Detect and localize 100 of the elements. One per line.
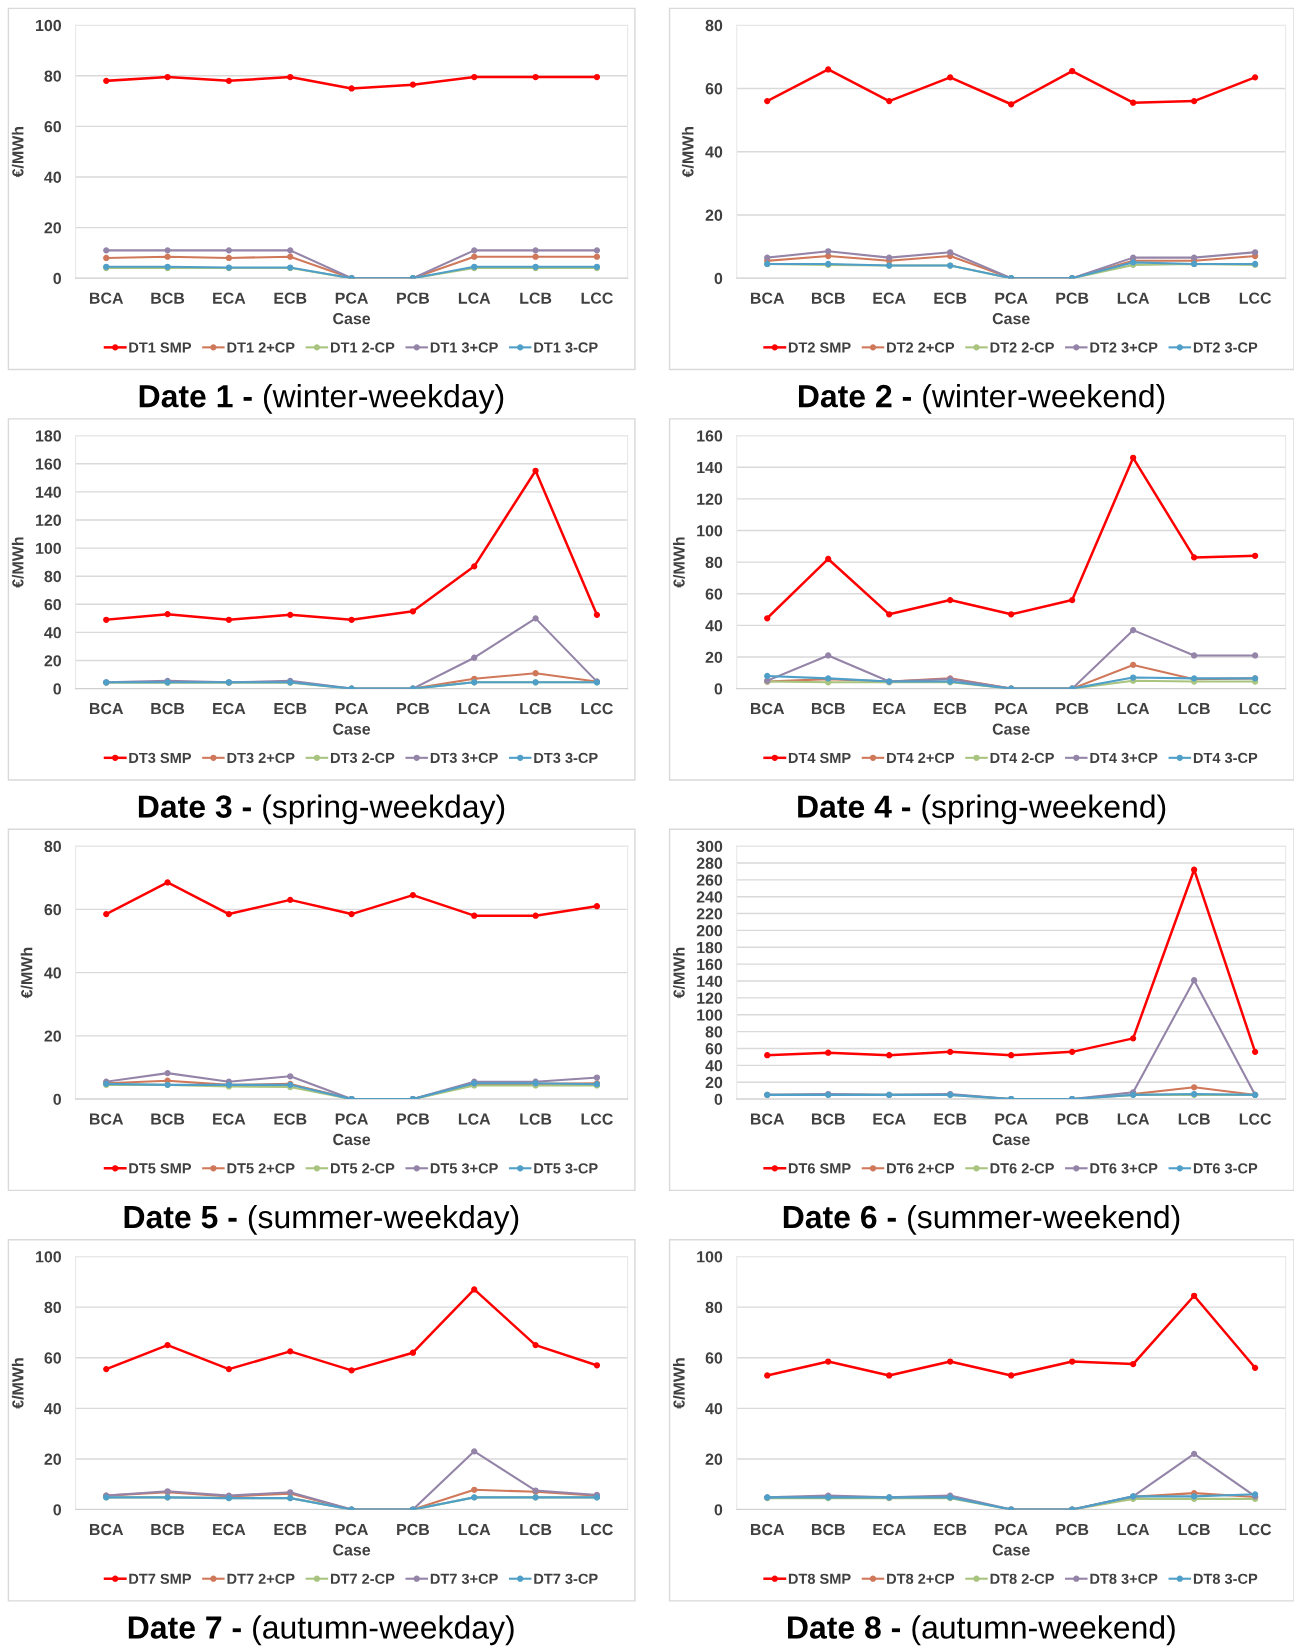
x-tick-label: LCA: [458, 1113, 491, 1125]
y-tick-label: 0: [53, 272, 62, 285]
legend-label: DT7 2-CP: [330, 1573, 395, 1584]
legend-label: DT2 3+CP: [1090, 342, 1158, 353]
y-axis-title: €/MWh: [11, 537, 24, 588]
y-tick-label: 100: [697, 525, 723, 537]
y-tick-label: 220: [696, 908, 723, 920]
x-axis-title: Case: [333, 723, 371, 735]
x-tick-label: ECA: [213, 1113, 246, 1125]
text: (autumn-weekday): [253, 1615, 514, 1646]
legend-label: DT4 SMP: [788, 752, 851, 764]
legend-label: DT8 SMP: [788, 1573, 851, 1584]
y-tick-label: 0: [714, 272, 723, 285]
y-tick-label: 40: [705, 146, 723, 158]
text: (summer-weekday): [248, 1204, 519, 1235]
y-tick-label: 120: [36, 514, 62, 526]
y-tick-label: 160: [697, 430, 723, 442]
y-tick-label: 60: [705, 588, 723, 600]
x-tick-label: ECA: [213, 1523, 246, 1536]
x-tick-label: BCA: [750, 292, 785, 304]
x-tick-label: PCB: [1056, 1113, 1089, 1125]
text: Date 8 -: [788, 1616, 901, 1639]
x-tick-label: LCB: [1178, 292, 1210, 304]
text: Date 7 -: [128, 1616, 241, 1639]
x-tick-label: ECA: [873, 1523, 906, 1536]
y-tick-label: 160: [697, 958, 723, 971]
x-tick-label: BCB: [151, 702, 185, 715]
x-tick-label: PCB: [1056, 292, 1089, 304]
x-tick-label: LCB: [1178, 1113, 1210, 1125]
x-axis-title: Case: [992, 1544, 1030, 1556]
x-tick-label: PCB: [397, 292, 430, 304]
x-tick-label: LCC: [1239, 1523, 1272, 1536]
y-axis-title: €/MWh: [672, 537, 685, 588]
y-tick-label: 100: [697, 1251, 723, 1263]
y-tick-label: 80: [44, 570, 62, 583]
x-tick-label: LCA: [1117, 1523, 1150, 1536]
x-tick-label: BCB: [811, 1523, 845, 1536]
y-tick-label: 40: [44, 967, 62, 979]
y-tick-label: 0: [714, 683, 723, 695]
x-tick-label: ECB: [274, 1113, 307, 1125]
x-axis-title: Case: [333, 1133, 371, 1146]
x-tick-label: LCA: [1117, 1113, 1150, 1125]
x-tick-label: PCB: [397, 1113, 430, 1125]
x-tick-label: LCC: [581, 292, 613, 304]
y-tick-label: 60: [705, 1352, 723, 1364]
legend-label: DT6 SMP: [788, 1163, 851, 1174]
x-tick-label: PCB: [1056, 1523, 1089, 1536]
x-tick-label: LCC: [581, 702, 613, 715]
legend-label: DT6 2-CP: [990, 1163, 1054, 1174]
legend-label: DT2 2-CP: [990, 342, 1054, 353]
x-tick-label: PCA: [995, 702, 1028, 715]
y-tick-label: 0: [714, 1093, 723, 1106]
y-tick-label: 20: [705, 651, 723, 663]
x-tick-label: LCB: [1178, 702, 1210, 715]
x-tick-label: LCB: [1178, 1523, 1210, 1536]
x-tick-label: BCB: [811, 1113, 845, 1125]
y-tick-label: 20: [705, 1076, 723, 1089]
x-tick-label: PCB: [397, 1523, 430, 1536]
y-tick-label: 80: [44, 840, 62, 853]
y-tick-label: 0: [53, 1093, 62, 1106]
y-axis-title: €/MWh: [20, 947, 33, 999]
x-tick-label: LCC: [1239, 1113, 1272, 1125]
legend-label: DT7 2+CP: [227, 1573, 295, 1584]
legend-label: DT1 3+CP: [430, 342, 498, 353]
y-axis-title: €/MWh: [681, 126, 694, 178]
x-axis-title: Case: [992, 1133, 1030, 1146]
y-tick-label: 40: [44, 171, 62, 183]
legend-label: DT3 SMP: [129, 752, 192, 764]
y-tick-label: 20: [705, 209, 723, 221]
x-tick-label: PCA: [335, 1523, 369, 1536]
y-tick-label: 20: [705, 1453, 723, 1465]
x-tick-label: BCA: [750, 1523, 785, 1536]
x-tick-label: BCA: [90, 702, 124, 715]
text: Date 1 -: [139, 385, 252, 408]
y-tick-label: 260: [696, 874, 723, 886]
y-tick-label: 40: [705, 620, 723, 632]
x-tick-label: PCA: [335, 292, 369, 304]
y-tick-label: 80: [44, 70, 62, 82]
legend-label: DT5 SMP: [129, 1163, 192, 1174]
legend-label: DT4 3-CP: [1193, 752, 1258, 764]
legend-label: DT1 2-CP: [330, 342, 395, 353]
x-tick-label: PCA: [335, 702, 369, 715]
y-tick-label: 0: [53, 683, 62, 695]
text: Date 3 -: [138, 795, 251, 818]
y-tick-label: 160: [36, 458, 62, 470]
y-tick-label: 300: [696, 840, 723, 853]
y-tick-label: 60: [44, 121, 62, 133]
x-tick-label: BCA: [90, 292, 124, 304]
x-tick-label: PCA: [995, 292, 1028, 304]
y-axis-title: €/MWh: [11, 126, 24, 178]
x-tick-label: PCA: [335, 1113, 369, 1125]
legend-label: DT4 3+CP: [1090, 752, 1158, 764]
y-tick-label: 120: [697, 992, 723, 1004]
x-tick-label: ECB: [934, 1523, 967, 1536]
y-tick-label: 80: [705, 19, 723, 32]
x-tick-label: LCA: [458, 1523, 491, 1536]
y-tick-label: 140: [697, 975, 723, 987]
legend-label: DT7 3-CP: [534, 1573, 598, 1584]
x-tick-label: BCB: [151, 1523, 185, 1536]
legend-label: DT2 2+CP: [887, 342, 955, 353]
